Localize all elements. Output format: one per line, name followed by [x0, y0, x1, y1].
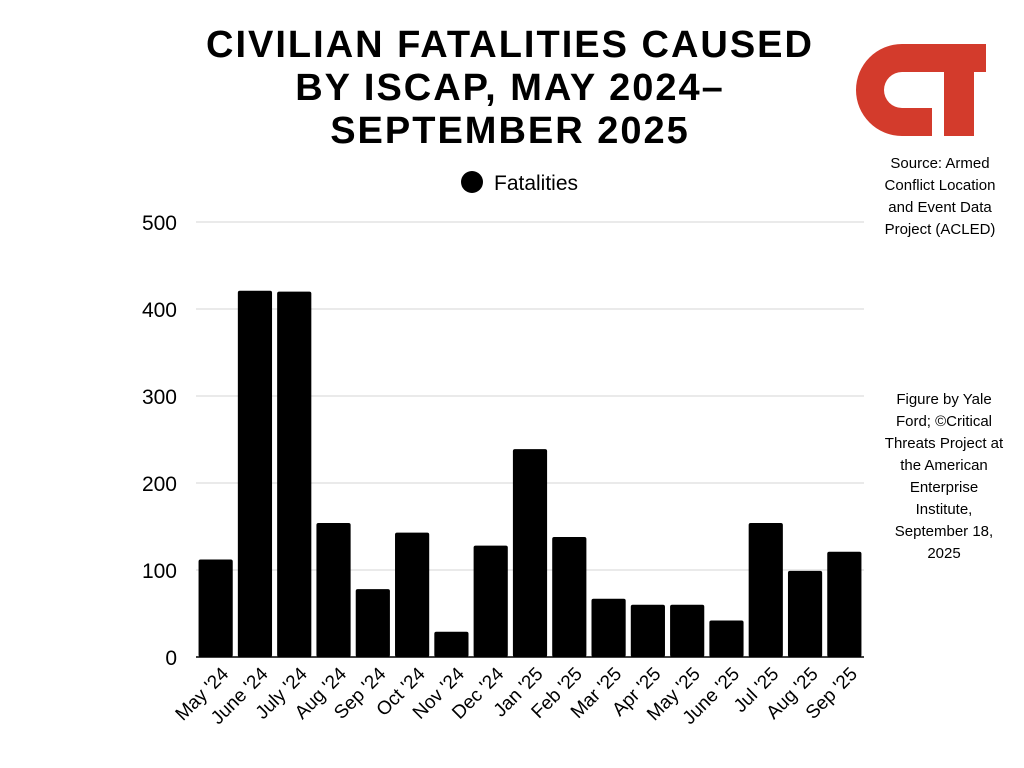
bar [630, 604, 665, 657]
logo-t-bar [932, 44, 986, 72]
bar [198, 559, 233, 657]
bar-chart: Fatalities 0 100 200 300 400 500 May '24June … [142, 171, 864, 729]
bar [395, 532, 430, 657]
bar [434, 631, 469, 657]
bars [196, 290, 864, 658]
bar [670, 604, 705, 657]
credit-note: Figure by Yale Ford; ©Critical Threats P… [884, 391, 1004, 562]
chart-legend: Fatalities [461, 171, 578, 195]
bar [552, 536, 587, 657]
bar [709, 620, 744, 657]
bar [591, 598, 626, 657]
y-tick-label: 400 [142, 299, 177, 322]
bar [748, 523, 783, 657]
y-tick-label: 100 [142, 560, 177, 583]
chart-title: CIVILIAN FATALITIES CAUSED BY ISCAP, MAY… [206, 24, 814, 152]
bar [473, 545, 508, 657]
y-tick-label: 0 [165, 647, 177, 670]
y-axis-tick-labels: 0 100 200 300 400 500 [142, 212, 177, 670]
y-tick-label: 300 [142, 386, 177, 409]
legend-label-fatalities: Fatalities [494, 172, 578, 195]
bar [787, 570, 823, 657]
bar [316, 523, 351, 657]
bar [827, 551, 862, 657]
source-note: Source: Armed Conflict Location and Even… [884, 155, 996, 238]
y-tick-label: 200 [142, 473, 177, 496]
bar [355, 589, 390, 657]
bar [237, 290, 273, 657]
ct-logo-icon [856, 44, 986, 136]
bar [512, 449, 548, 657]
logo-t-stem [944, 72, 974, 136]
y-tick-label: 500 [142, 212, 177, 235]
bar [277, 291, 312, 657]
legend-marker-fatalities [461, 171, 483, 193]
logo-c-shape [856, 44, 932, 136]
